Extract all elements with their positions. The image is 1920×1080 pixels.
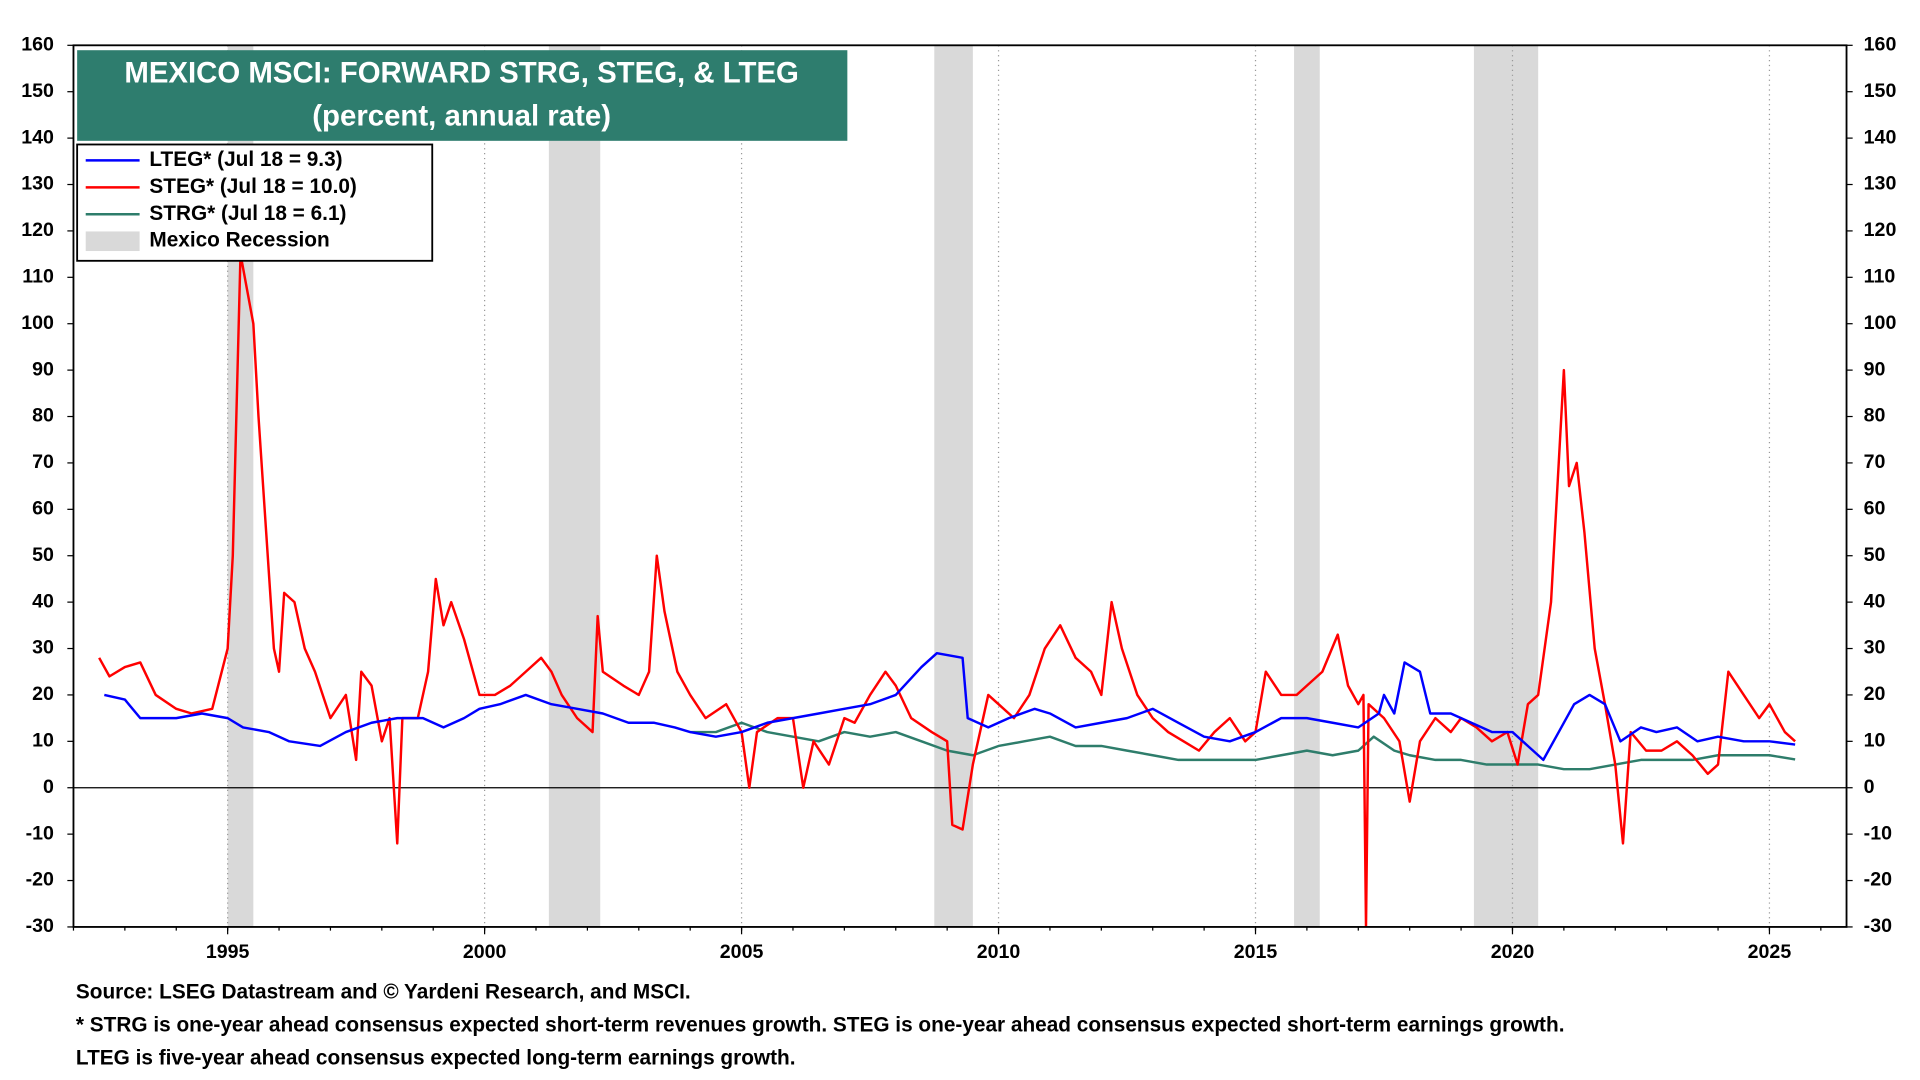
y-tick-label: -30 <box>26 915 54 937</box>
recession-band <box>548 45 601 927</box>
y2-tick-label: -10 <box>1864 822 1892 844</box>
axes: 1995 2000 2005 2010 2015 2020 2025-30-20-10010… <box>21 33 1896 962</box>
y-tick-label: 60 <box>32 497 54 519</box>
footnote: LTEG is five-year ahead consensus expect… <box>76 1047 796 1070</box>
x-tick-label: 2025 <box>1748 941 1792 963</box>
y2-tick-label: 140 <box>1864 126 1897 148</box>
y-tick-label: 100 <box>21 312 54 334</box>
y-tick-label: 50 <box>32 544 54 566</box>
y2-tick-label: 70 <box>1864 451 1886 473</box>
legend-label: LTEG* (Jul 18 = 9.3) <box>149 148 342 171</box>
y-tick-label: 150 <box>21 80 54 102</box>
recession-band <box>1473 45 1539 927</box>
y-tick-label: 120 <box>21 219 54 241</box>
y-tick-label: 40 <box>32 590 54 612</box>
source-note: Source: LSEG Datastream and © Yardeni Re… <box>76 981 691 1004</box>
x-tick-label: 2020 <box>1491 941 1535 963</box>
y2-tick-label: 130 <box>1864 173 1897 195</box>
y2-tick-label: 0 <box>1864 776 1875 798</box>
y2-tick-label: 160 <box>1864 33 1897 55</box>
legend-label: Mexico Recession <box>149 229 329 252</box>
y-tick-label: 110 <box>22 265 54 287</box>
y-tick-label: 140 <box>21 126 54 148</box>
lines <box>98 252 1796 927</box>
x-tick-label: 2005 <box>720 941 764 963</box>
y-tick-label: 160 <box>21 33 54 55</box>
y-tick-label: 20 <box>32 683 54 705</box>
y2-tick-label: 60 <box>1864 497 1886 519</box>
y2-tick-label: 10 <box>1864 730 1886 752</box>
footnote: * STRG is one-year ahead consensus expec… <box>76 1014 1565 1037</box>
recession-bands <box>227 45 1539 927</box>
chart-title: MEXICO MSCI: FORWARD STRG, STEG, & LTEG <box>124 56 799 89</box>
legend-label: STEG* (Jul 18 = 10.0) <box>149 175 356 198</box>
y2-tick-label: 40 <box>1864 590 1886 612</box>
y-tick-label: -20 <box>26 869 54 891</box>
grid <box>73 45 1847 927</box>
series-line <box>104 651 1796 762</box>
y2-tick-label: 20 <box>1864 683 1886 705</box>
x-tick-label: 2010 <box>977 941 1021 963</box>
y-tick-label: 130 <box>21 173 54 195</box>
y-tick-label: 90 <box>32 358 54 380</box>
y2-tick-label: 110 <box>1864 265 1896 287</box>
x-tick-label: 2015 <box>1234 941 1278 963</box>
y-tick-label: 0 <box>43 776 54 798</box>
y2-tick-label: 120 <box>1864 219 1897 241</box>
y-tick-label: 10 <box>32 730 54 752</box>
y2-tick-label: 50 <box>1864 544 1886 566</box>
recession-band <box>1294 45 1320 927</box>
y2-tick-label: 150 <box>1864 80 1897 102</box>
y2-tick-label: 80 <box>1864 405 1886 427</box>
y2-tick-label: -30 <box>1864 915 1892 937</box>
y-tick-label: 30 <box>32 637 54 659</box>
legend-label: STRG* (Jul 18 = 6.1) <box>149 202 346 225</box>
x-tick-label: 1995 <box>206 941 250 963</box>
recession-band <box>934 45 973 927</box>
series-line <box>98 252 1796 927</box>
plot-frame <box>72 44 1848 928</box>
y-tick-label: -10 <box>26 822 54 844</box>
y2-tick-label: 90 <box>1864 358 1886 380</box>
y-tick-label: 80 <box>32 405 54 427</box>
x-tick-label: 2000 <box>463 941 507 963</box>
title-box <box>77 50 848 141</box>
y2-tick-label: -20 <box>1864 869 1892 891</box>
y2-tick-label: 100 <box>1864 312 1897 334</box>
chart-subtitle: (percent, annual rate) <box>312 99 611 132</box>
legend: LTEG* (Jul 18 = 9.3) STEG* (Jul 18 = 10.0… <box>76 143 434 262</box>
series-line <box>690 721 1796 771</box>
legend-swatch <box>85 231 140 252</box>
y2-tick-label: 30 <box>1864 637 1886 659</box>
y-tick-label: 70 <box>32 451 54 473</box>
